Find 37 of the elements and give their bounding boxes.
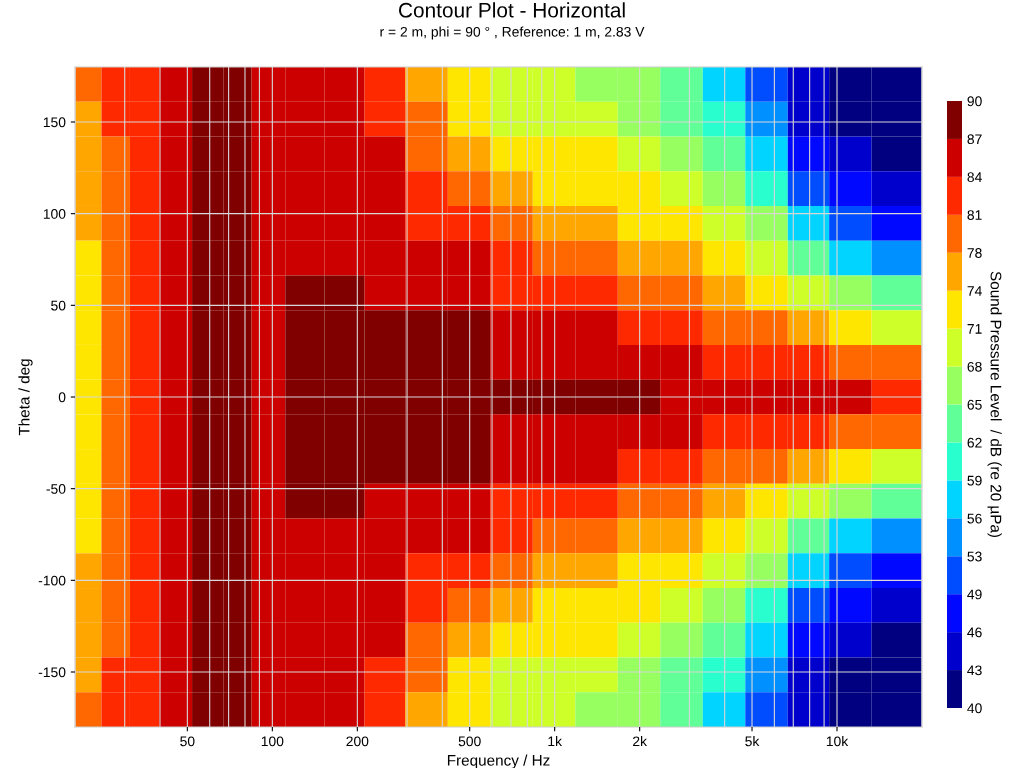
color-bar-label: 90 <box>967 96 982 107</box>
color-bar-label: 49 <box>967 589 982 600</box>
x-tick-label: 10k <box>826 736 849 747</box>
x-tick-label: 5k <box>745 736 760 747</box>
chart-title: Contour Plot - Horizontal <box>399 2 625 18</box>
y-tick-label: 0 <box>58 392 66 403</box>
color-bar-label: 53 <box>967 551 982 562</box>
color-bar-label: 81 <box>967 210 982 220</box>
y-tick-label: 50 <box>51 300 66 311</box>
x-tick-label: 100 <box>261 736 284 747</box>
x-tick-label: 50 <box>180 736 195 747</box>
y-tick-label: -50 <box>46 484 66 494</box>
x-axis-title: Frequency / Hz <box>447 754 550 768</box>
x-tick-label: 500 <box>458 736 481 747</box>
y-tick-label: -100 <box>38 575 66 586</box>
x-tick-label: 1k <box>548 736 563 747</box>
color-bar-label: 56 <box>967 513 982 524</box>
color-bar-label: 43 <box>967 665 982 676</box>
x-tick-label: 2k <box>633 736 648 747</box>
color-bar-label: 59 <box>967 475 982 486</box>
color-bar-label: 78 <box>967 248 982 258</box>
y-tick-label: -150 <box>38 667 66 678</box>
color-bar-label: 68 <box>967 361 982 372</box>
color-bar-label: 84 <box>967 172 982 183</box>
y-tick-label: 100 <box>43 209 66 219</box>
y-tick-label: 150 <box>43 117 66 128</box>
color-bar-title: Sound Pressure Level / dB (re 20 µPa) <box>987 271 1002 538</box>
color-bar-label: 71 <box>967 324 982 334</box>
x-tick-label: 200 <box>346 736 369 747</box>
color-bar-label: 87 <box>967 134 982 145</box>
color-bar-label: 46 <box>967 627 982 638</box>
color-bar-label: 65 <box>967 399 982 410</box>
y-axis-title: Theta / deg <box>18 359 33 436</box>
color-bar-label: 62 <box>967 437 982 448</box>
color-bar-label: 74 <box>967 286 982 296</box>
chart-subtitle: r = 2 m, phi = 90 ° , Reference: 1 m, 2.83 V <box>380 26 645 40</box>
color-bar-label: 40 <box>967 703 982 714</box>
